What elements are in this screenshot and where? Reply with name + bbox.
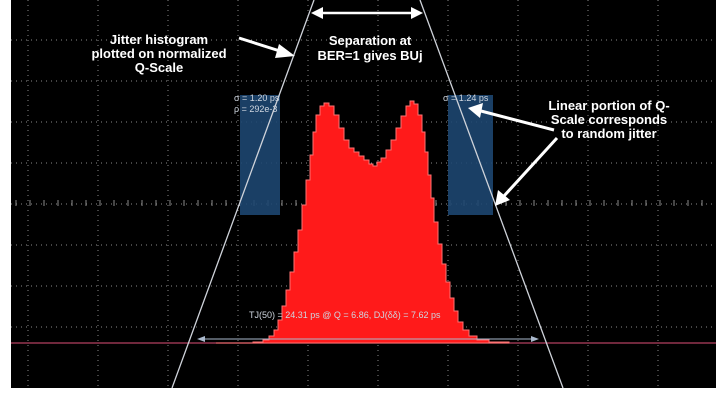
scope-plot — [11, 0, 716, 388]
separation-note-line2: BER=1 gives BUj — [317, 48, 423, 63]
oscilloscope-screen: Jitter histogram plotted on normalized Q… — [11, 0, 716, 388]
tj-dj-measurement: TJ(50) = 24.31 ps @ Q = 6.86, DJ(δδ) = 7… — [249, 310, 441, 320]
linear-callout-arrow-upper — [480, 109, 555, 132]
right-sigma-readout: σ = 1.24 ps — [443, 93, 489, 103]
right-random-jitter-box — [448, 95, 493, 215]
separation-arrow-left-head — [311, 7, 323, 19]
left-random-jitter-box — [240, 95, 280, 215]
separation-arrow-right-head — [411, 7, 423, 19]
bottom-span-left-head — [197, 336, 205, 342]
right-q-scale-fit-line — [419, 0, 564, 388]
linear-callout-arrow-upper-head — [468, 103, 483, 118]
left-q-scale-fit-line — [171, 0, 315, 388]
histogram-callout-arrow-head — [275, 44, 295, 58]
histogram-callout-arrow — [238, 36, 284, 54]
separation-note-line1: Separation at — [328, 33, 412, 48]
linear-callout-arrow-lower-head — [495, 190, 510, 206]
histogram-note: Jitter histogram plotted on normalized Q… — [91, 32, 227, 75]
linear-callout-arrow-lower — [502, 136, 559, 198]
linear-portion-note: Linear portion of Q-Scale corresponds to… — [548, 98, 670, 141]
left-rho-readout: ρ = 292e-3 — [234, 104, 278, 114]
bottom-span-right-head — [531, 336, 539, 342]
jitter-histogram — [216, 100, 510, 344]
left-sigma-readout: σ = 1.20 ps — [234, 93, 280, 103]
